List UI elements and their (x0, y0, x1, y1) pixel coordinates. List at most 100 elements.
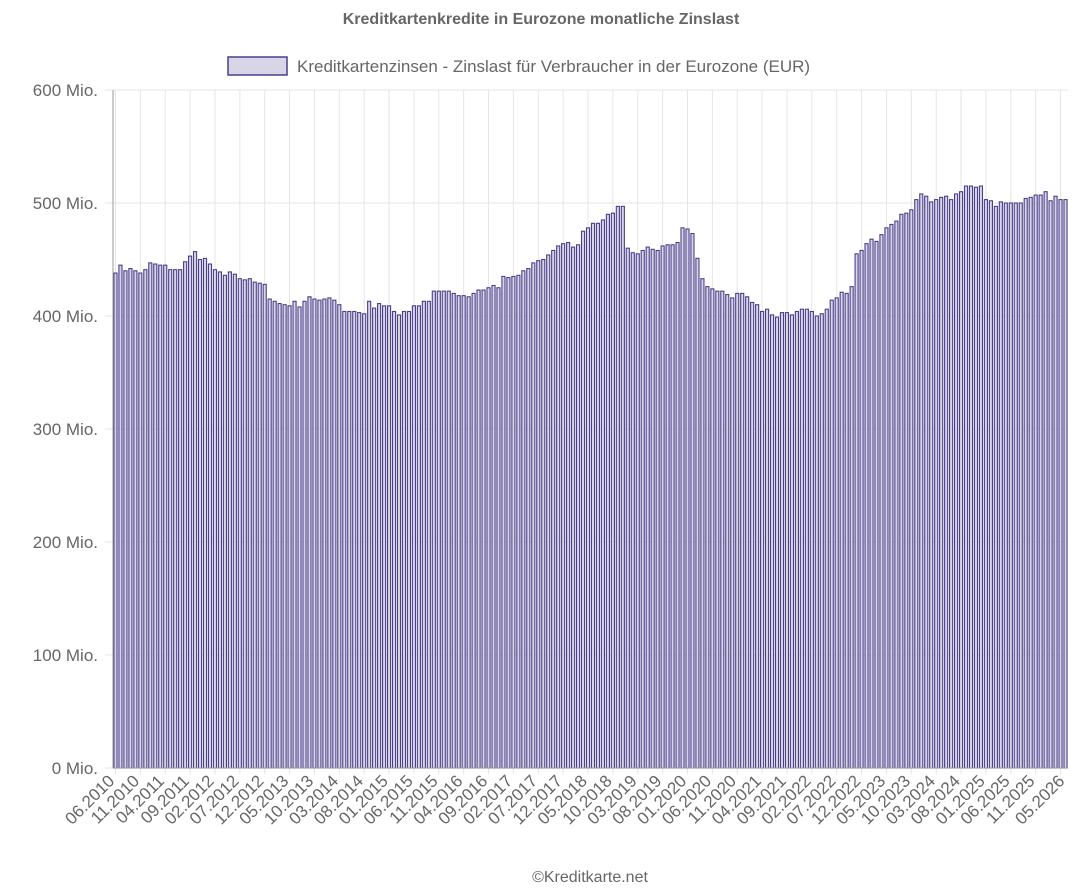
bar[interactable] (521, 270, 526, 769)
bar[interactable] (740, 292, 745, 769)
bar[interactable] (556, 245, 561, 769)
bar[interactable] (874, 240, 879, 769)
bar[interactable] (247, 278, 252, 769)
bar[interactable] (406, 310, 412, 769)
bar[interactable] (869, 238, 874, 769)
bar[interactable] (864, 243, 869, 769)
bar[interactable] (1013, 202, 1018, 769)
bar[interactable] (337, 304, 342, 769)
bar[interactable] (317, 299, 322, 769)
bar[interactable] (680, 227, 685, 769)
bar[interactable] (1048, 200, 1053, 769)
bar[interactable] (262, 283, 267, 769)
bar[interactable] (590, 222, 596, 769)
bar[interactable] (809, 310, 814, 769)
bar[interactable] (884, 227, 889, 769)
bar[interactable] (1018, 202, 1023, 769)
bar[interactable] (526, 267, 531, 769)
bar[interactable] (292, 300, 297, 769)
bar[interactable] (531, 262, 536, 769)
bar[interactable] (302, 300, 307, 769)
bar[interactable] (784, 312, 790, 769)
bar[interactable] (551, 249, 556, 769)
bar[interactable] (650, 248, 655, 769)
bar[interactable] (183, 261, 188, 769)
bar[interactable] (745, 296, 750, 769)
bar[interactable] (391, 310, 397, 769)
bar[interactable] (1058, 199, 1063, 769)
bar[interactable] (854, 253, 859, 769)
bar[interactable] (222, 274, 227, 769)
bar[interactable] (287, 305, 292, 769)
bar[interactable] (227, 271, 232, 769)
bar[interactable] (914, 199, 919, 769)
bar[interactable] (401, 310, 407, 769)
bar[interactable] (168, 269, 173, 769)
bar[interactable] (212, 269, 218, 769)
bar[interactable] (471, 292, 476, 769)
bar[interactable] (605, 213, 610, 769)
bar[interactable] (347, 310, 352, 769)
bar[interactable] (217, 271, 223, 769)
bar[interactable] (426, 300, 431, 769)
bar[interactable] (446, 290, 451, 769)
bar[interactable] (377, 303, 382, 769)
bar[interactable] (879, 234, 884, 769)
bar[interactable] (441, 290, 446, 769)
bar[interactable] (944, 195, 949, 769)
bar[interactable] (968, 185, 974, 769)
bar[interactable] (934, 199, 939, 769)
bar[interactable] (381, 305, 387, 769)
bar[interactable] (814, 315, 819, 769)
bar[interactable] (173, 269, 178, 769)
bar[interactable] (720, 290, 725, 769)
bar[interactable] (789, 314, 795, 769)
bar[interactable] (466, 296, 471, 769)
bar[interactable] (958, 191, 964, 769)
bar[interactable] (118, 264, 123, 769)
bar[interactable] (595, 222, 601, 769)
bar[interactable] (675, 242, 680, 769)
bar[interactable] (705, 286, 710, 769)
bar[interactable] (620, 205, 625, 769)
bar[interactable] (819, 313, 824, 769)
bar[interactable] (372, 307, 377, 769)
bar[interactable] (834, 297, 839, 769)
bar[interactable] (710, 288, 715, 769)
bar[interactable] (949, 199, 954, 769)
bar[interactable] (143, 269, 148, 769)
bar[interactable] (123, 270, 128, 769)
bar[interactable] (202, 257, 208, 769)
bar[interactable] (461, 295, 466, 769)
bar[interactable] (501, 275, 506, 769)
bar[interactable] (1028, 196, 1033, 769)
bar[interactable] (924, 195, 929, 769)
bar[interactable] (282, 304, 287, 769)
bar[interactable] (481, 289, 486, 769)
bar[interactable] (237, 278, 242, 769)
bar[interactable] (953, 193, 959, 769)
bar[interactable] (899, 213, 904, 769)
bar[interactable] (580, 230, 586, 769)
bar[interactable] (904, 212, 909, 769)
bar[interactable] (635, 253, 640, 769)
bar[interactable] (909, 209, 914, 769)
bar[interactable] (367, 300, 372, 769)
bar[interactable] (570, 246, 576, 769)
bar[interactable] (257, 282, 262, 769)
bar[interactable] (252, 281, 257, 769)
bar[interactable] (491, 284, 496, 769)
bar[interactable] (625, 247, 630, 769)
bar[interactable] (725, 293, 730, 769)
bar[interactable] (322, 298, 327, 769)
bar[interactable] (859, 249, 864, 769)
bar[interactable] (561, 243, 566, 769)
bar[interactable] (655, 249, 660, 769)
bar[interactable] (919, 193, 924, 769)
bar[interactable] (188, 255, 193, 769)
bar[interactable] (192, 251, 198, 769)
bar[interactable] (804, 308, 809, 769)
bar[interactable] (615, 205, 620, 769)
bar[interactable] (755, 304, 760, 769)
bar[interactable] (1003, 202, 1008, 769)
